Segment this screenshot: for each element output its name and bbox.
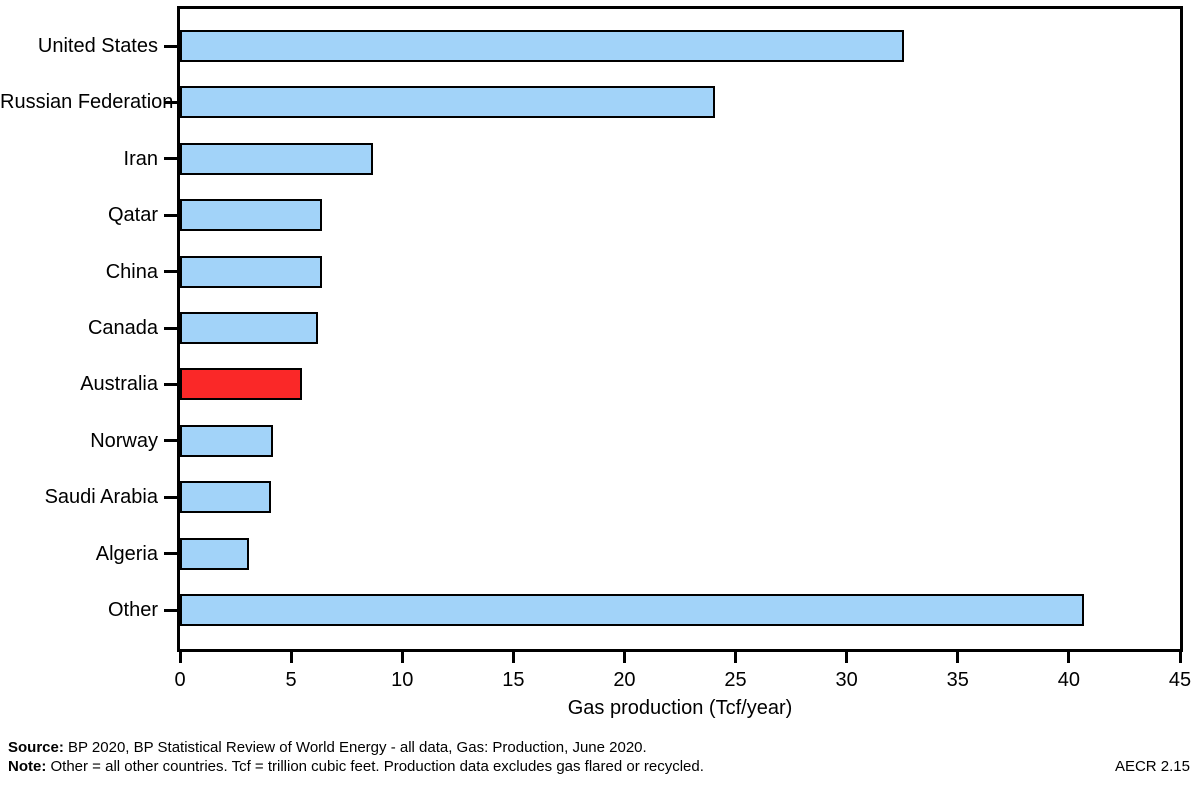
x-axis-tick-45 <box>1178 652 1182 663</box>
x-axis-tick-40 <box>1067 652 1071 663</box>
y-axis-tick-other <box>164 608 177 612</box>
figure-reference: AECR 2.15 <box>1114 758 1190 775</box>
x-axis-tick-label-45: 45 <box>1168 669 1192 691</box>
y-axis-label-norway: Norway <box>90 429 158 452</box>
bar-iran <box>180 142 374 175</box>
x-axis-tick-label-25: 25 <box>724 669 747 691</box>
bar-other <box>180 594 1085 626</box>
y-axis-label-algeria: Algeria <box>95 542 158 565</box>
bar-saudi-arabia <box>180 481 271 514</box>
x-axis-tick-0 <box>178 652 182 663</box>
bar-algeria <box>180 537 249 570</box>
y-axis-label-australia: Australia <box>80 373 158 396</box>
x-axis-tick-label-5: 5 <box>285 669 297 691</box>
y-axis-tick-iran <box>164 157 177 161</box>
y-axis-label-canada: Canada <box>87 317 158 339</box>
y-axis-label-iran: Iran <box>123 147 158 170</box>
y-axis-tick-china <box>164 270 177 274</box>
bar-canada <box>180 312 318 344</box>
y-axis-tick-algeria <box>164 552 177 556</box>
y-axis-tick-norway <box>164 439 177 443</box>
source-text: BP 2020, BP Statistical Review of World … <box>63 739 647 756</box>
note-text: Other = all other countries. Tcf = trill… <box>46 758 704 775</box>
x-axis-tick-35 <box>956 652 960 663</box>
y-axis-tick-united-states <box>164 44 177 48</box>
note-label: Note: <box>8 758 47 775</box>
y-axis-label-united-states: United States <box>37 35 158 57</box>
y-axis-label-other: Other <box>107 599 158 621</box>
y-axis-label-china: China <box>105 260 158 283</box>
source-line: Source: BP 2020, BP Statistical Review o… <box>8 738 704 757</box>
y-axis-label-russian-federation: Russian Federation <box>0 91 174 114</box>
bar-china <box>180 255 322 288</box>
y-axis-tick-qatar <box>164 213 177 217</box>
y-axis-label-qatar: Qatar <box>107 204 158 227</box>
chart-footnotes: Source: BP 2020, BP Statistical Review o… <box>8 738 704 776</box>
x-axis-tick-5 <box>289 652 293 663</box>
x-axis-tick-label-30: 30 <box>835 669 858 691</box>
x-axis-tick-30 <box>845 652 849 663</box>
x-axis-tick-10 <box>400 652 404 663</box>
note-line: Note: Other = all other countries. Tcf =… <box>8 757 704 776</box>
bar-united-states <box>180 30 905 62</box>
y-axis-label-saudi-arabia: Saudi Arabia <box>44 486 158 509</box>
source-label: Source: <box>8 739 64 756</box>
y-axis-tick-australia <box>164 382 177 386</box>
x-axis-tick-label-40: 40 <box>1057 669 1080 691</box>
x-axis-tick-label-15: 15 <box>502 669 525 691</box>
plot-area <box>177 6 1183 652</box>
bar-australia <box>180 368 302 401</box>
y-axis-tick-canada <box>164 326 177 330</box>
x-axis-tick-25 <box>734 652 738 663</box>
x-axis-tick-label-10: 10 <box>391 669 414 691</box>
x-axis-tick-label-35: 35 <box>946 669 969 691</box>
bar-qatar <box>180 199 322 232</box>
x-axis-tick-15 <box>511 652 515 663</box>
x-axis-label: Gas production (Tcf/year) <box>567 697 793 719</box>
bar-norway <box>180 424 274 457</box>
x-axis-tick-label-20: 20 <box>613 669 636 691</box>
bar-russian-federation <box>180 86 716 119</box>
y-axis-tick-saudi-arabia <box>164 495 177 499</box>
x-axis-tick-20 <box>622 652 626 663</box>
y-axis-tick-russian-federation <box>164 100 177 104</box>
x-axis-tick-label-0: 0 <box>174 669 186 691</box>
